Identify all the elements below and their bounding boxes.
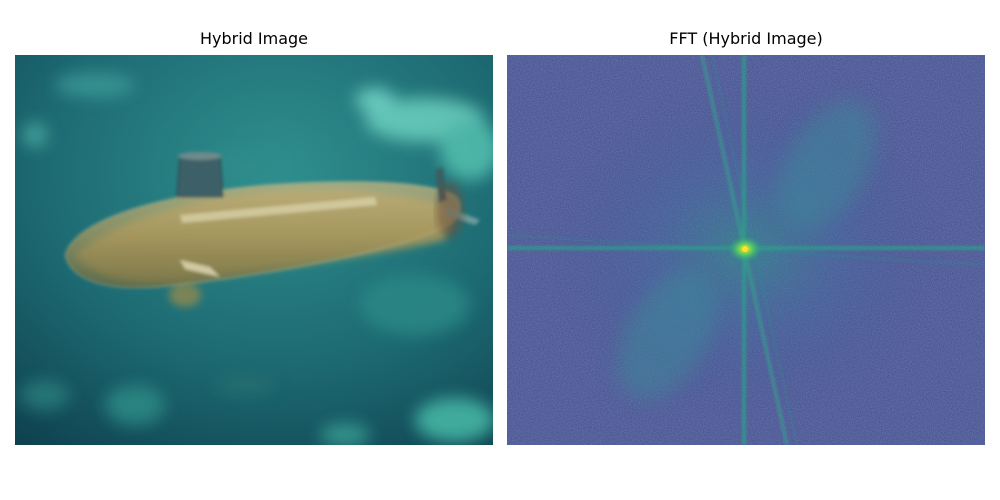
fft-spectrum-graphic	[507, 55, 985, 445]
fft-title: FFT (Hybrid Image)	[669, 29, 823, 48]
hybrid-image-graphic	[15, 55, 493, 445]
hybrid-image	[15, 55, 493, 445]
fft-panel: FFT (Hybrid Image)	[507, 0, 985, 445]
hybrid-image-panel: Hybrid Image	[15, 0, 493, 445]
hybrid-image-title: Hybrid Image	[199, 29, 309, 48]
fft-image	[507, 55, 985, 445]
